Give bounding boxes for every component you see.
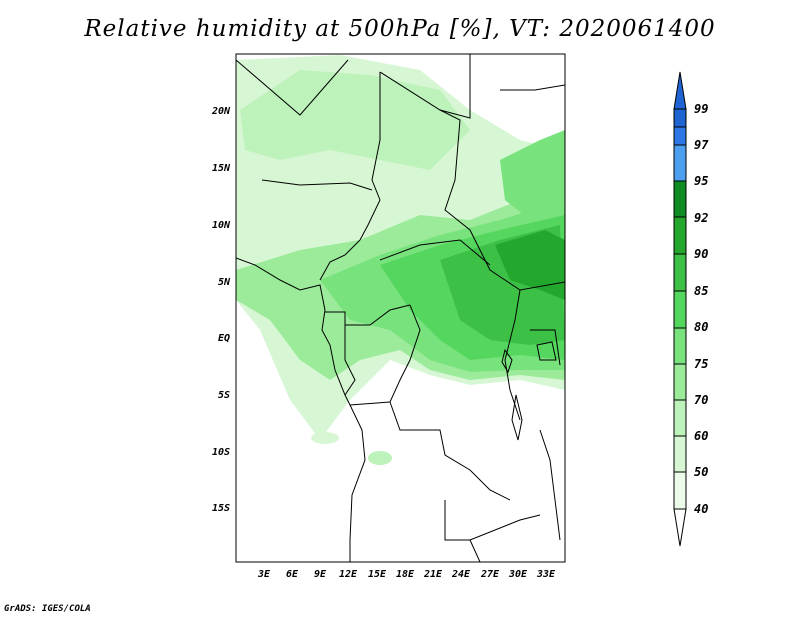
colorbar-label: 99 [694,102,708,116]
colorbar-label: 50 [694,465,708,479]
country-border-line [444,500,541,541]
grads-credit: GrADS: IGES/COLA [4,604,91,614]
humidity-core-90 [495,230,565,300]
colorbar-segment [673,435,687,473]
country-border-line [379,239,491,266]
lon-tick-label: 12E [339,569,358,580]
colorbar-label: 75 [694,357,708,371]
country-border-line [530,329,561,366]
lat-tick-label: 15S [212,503,230,514]
colorbar-segment [673,327,687,365]
lon-tick-label: 30E [508,569,528,580]
colorbar-label: 97 [694,138,709,152]
country-border-line [389,401,511,501]
humidity-patch-a [368,451,392,465]
colorbar-segment [673,399,687,437]
map-title: Relative humidity at 500hPa [%], VT: 202… [84,16,716,42]
lat-tick-label: 5N [218,277,231,288]
colorbar-segment [673,108,687,128]
lat-tick-label: 5S [218,390,230,401]
lon-tick-label: 33E [536,569,556,580]
colorbar-segment [673,126,687,146]
colorbar-segment [673,253,687,292]
lon-tick-label: 9E [314,569,327,580]
country-border-line [261,179,373,191]
lat-tick-label: 20N [211,106,231,117]
country-border-line [325,304,411,326]
lake-outline [511,394,523,441]
country-border-line [500,84,565,91]
humidity-north-patch [240,70,470,170]
colorbar-label: 60 [694,429,708,443]
colorbar-segment [673,471,687,510]
country-border-line [439,109,565,291]
country-border-line [359,72,381,241]
lat-tick-label: 15N [212,163,231,174]
country-border-line [504,289,521,421]
lon-tick-label: 27E [480,569,500,580]
latitude-axis: 20N 15N 10N 5N EQ 5S 10S 15S [211,106,231,514]
colorbar-label: 95 [694,174,708,188]
humidity-fill-layer [236,55,565,465]
lat-tick-label: EQ [218,333,230,344]
longitude-axis: 3E 6E 9E 12E 15E 18E 21E 24E 27E 30E 33E [257,569,556,580]
country-border-line [344,325,356,396]
lat-tick-label: 10S [212,447,230,458]
colorbar-label: 70 [694,393,708,407]
lon-tick-label: 3E [257,569,271,580]
lon-tick-label: 24E [451,569,471,580]
colorbar-segment [673,216,687,255]
humidity-patch-b [311,432,339,444]
colorbar-label: 40 [694,502,708,516]
west-coastline [236,257,366,562]
colorbar-top-arrow [673,71,687,110]
lake-outline [501,348,513,374]
country-border-line [349,304,421,406]
lat-tick-label: 10N [212,220,231,231]
lon-tick-label: 18E [396,569,415,580]
colorbar-segment [673,290,687,329]
country-borders [236,54,565,562]
map-frame [235,53,566,563]
colorbar-label: 85 [694,284,708,298]
colorbar-label: 80 [694,320,708,334]
colorbar-segment [673,180,687,218]
country-border-line [539,429,561,541]
lake-outline [536,341,557,361]
humidity-ne-patch [500,130,565,220]
colorbar: 99 97 95 92 90 85 80 75 70 60 50 40 [673,71,709,547]
colorbar-label: 90 [694,247,708,261]
country-border-line [236,59,349,116]
lon-tick-label: 15E [368,569,387,580]
country-border-line [379,54,471,119]
country-border-line [469,539,481,562]
lon-tick-label: 6E [286,569,299,580]
country-border-line [319,239,361,281]
colorbar-bottom-arrow [673,508,687,547]
lon-tick-label: 21E [423,569,443,580]
colorbar-segment [673,363,687,401]
colorbar-segment [673,144,687,182]
colorbar-label: 92 [694,211,708,225]
